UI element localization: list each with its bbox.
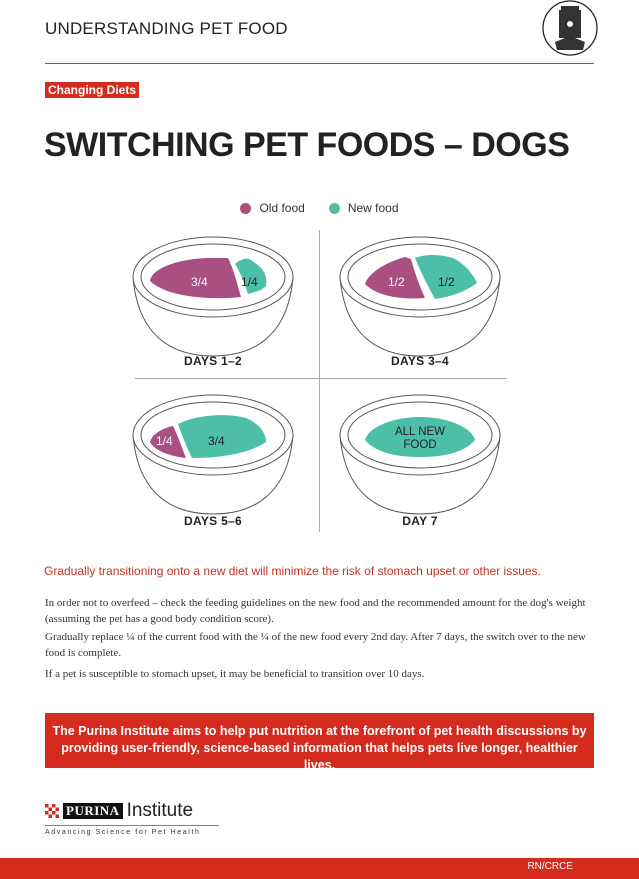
footer-bar: RN/CRCE — [0, 858, 639, 879]
logo-tagline: Advancing Science for Pet Health — [45, 829, 201, 836]
grid-divider-horizontal — [135, 378, 507, 379]
page-title: SWITCHING PET FOODS – DOGS — [44, 126, 570, 164]
new-fraction: 3/4 — [208, 434, 225, 448]
old-fraction: 1/2 — [388, 275, 405, 289]
header-divider — [45, 63, 594, 64]
legend: Old food New food — [0, 201, 639, 215]
legend-old-food: Old food — [240, 201, 305, 215]
old-food-portion — [150, 258, 241, 299]
pet-food-bag-icon — [540, 0, 600, 58]
bowl-day-7: ALL NEW FOOD — [335, 390, 505, 520]
logo-name: Institute — [126, 800, 194, 821]
bowl-days-5-6: 1/4 3/4 — [128, 390, 298, 520]
purina-institute-logo: PURINA Institute Advancing Science for P… — [45, 800, 219, 836]
lead-text: Gradually transitioning onto a new diet … — [44, 564, 541, 578]
bowl-days-3-4: 1/2 1/2 — [335, 232, 505, 362]
stage-label: DAYS 3–4 — [391, 354, 449, 368]
bowl-days-1-2: 3/4 1/4 — [128, 232, 298, 362]
callout-box: The Purina Institute aims to help put nu… — [45, 713, 594, 772]
paragraph: Gradually replace ¼ of the current food … — [45, 631, 586, 659]
paragraph: If a pet is susceptible to stomach upset… — [45, 668, 425, 680]
stage-label: DAYS 5–6 — [184, 514, 242, 528]
legend-label: New food — [347, 201, 399, 215]
checkerboard-icon — [45, 804, 59, 818]
old-food-swatch — [240, 202, 252, 214]
old-fraction: 1/4 — [156, 434, 173, 448]
legend-new-food: New food — [328, 201, 399, 215]
document-code: RN/CRCE — [527, 861, 573, 872]
old-fraction: 3/4 — [191, 275, 208, 289]
paragraph: In order not to overfeed – check the fee… — [45, 597, 586, 625]
stage-label: DAYS 1–2 — [184, 354, 242, 368]
logo-brand: PURINA — [63, 803, 123, 819]
category-badge: Changing Diets — [45, 82, 140, 98]
new-fraction: 1/2 — [438, 275, 455, 289]
stage-label: DAY 7 — [402, 514, 438, 528]
new-food-swatch — [328, 202, 340, 214]
legend-label: Old food — [259, 201, 305, 215]
new-food-portion — [235, 258, 267, 294]
new-fraction: 1/4 — [241, 275, 258, 289]
header-title: UNDERSTANDING PET FOOD — [45, 19, 288, 38]
grid-divider-vertical — [319, 230, 320, 532]
all-new-food-label: ALL NEW FOOD — [394, 426, 446, 451]
